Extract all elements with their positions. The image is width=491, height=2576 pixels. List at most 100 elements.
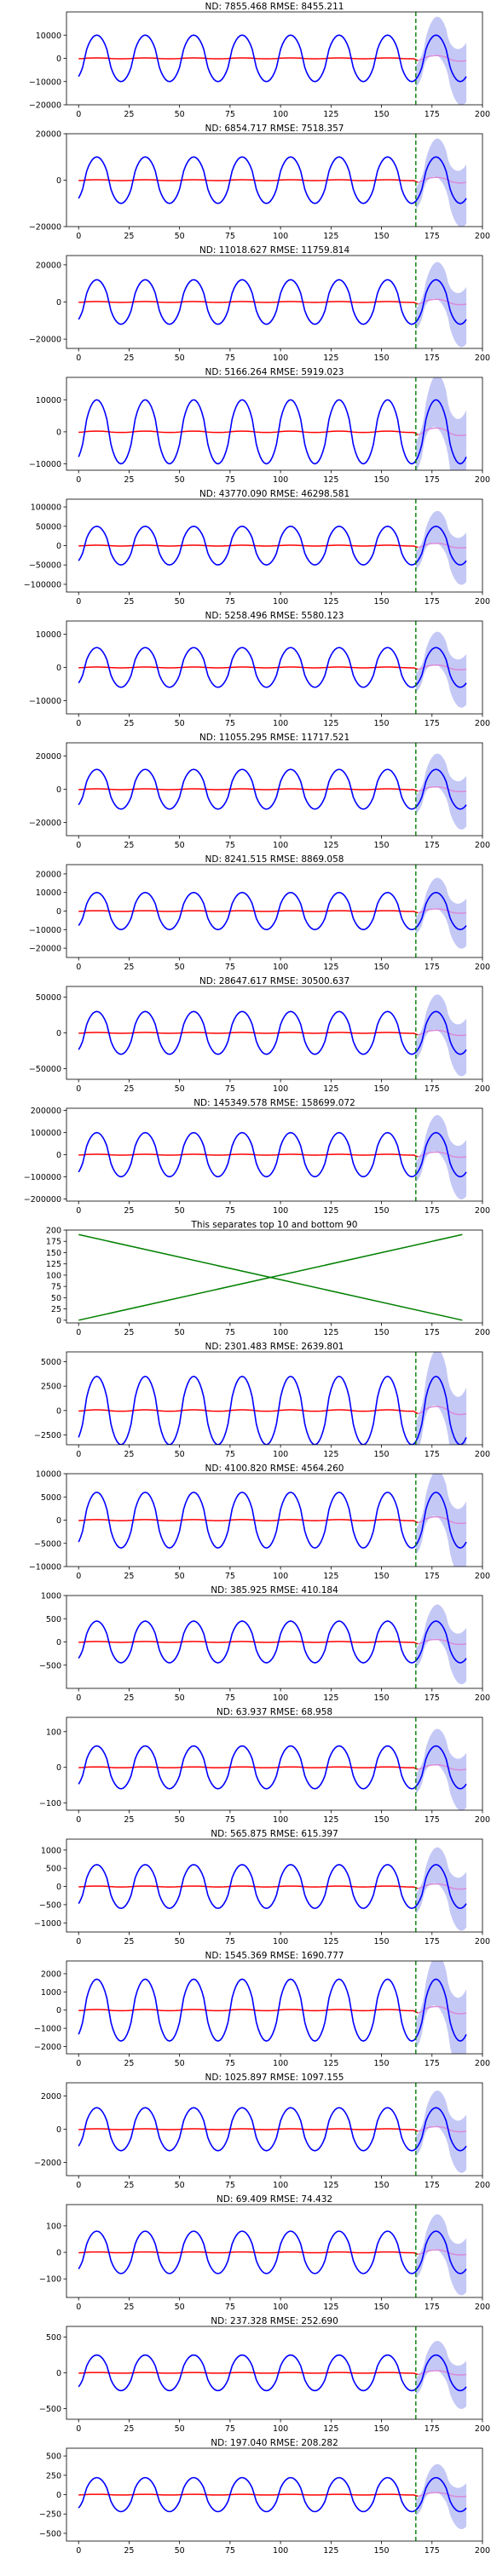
forecast-band <box>415 1114 467 1200</box>
x-tick-label: 125 <box>323 1815 338 1825</box>
y-tick-label: −500 <box>39 1661 61 1670</box>
y-tick-label: 10000 <box>36 630 61 640</box>
median-forecast-line <box>418 1763 467 1771</box>
y-tick-label: 5000 <box>41 1358 61 1367</box>
x-tick-label: 25 <box>124 1937 134 1946</box>
x-tick-label: 200 <box>475 110 490 119</box>
series-line <box>78 1491 467 1550</box>
x-tick-label: 0 <box>76 719 81 728</box>
x-tick-label: 75 <box>225 232 235 241</box>
x-tick-label: 200 <box>475 2546 490 2556</box>
series-line <box>78 1978 467 2042</box>
y-tick-label: 75 <box>51 1283 61 1292</box>
forecast-band <box>415 2464 467 2529</box>
x-tick-label: 150 <box>373 2546 389 2556</box>
median-forecast-line <box>418 1883 467 1890</box>
y-tick-label: 50 <box>51 1294 61 1303</box>
x-tick-label: 100 <box>273 963 288 972</box>
x-tick-label: 150 <box>373 110 389 119</box>
x-tick-label: 50 <box>175 354 185 363</box>
x-tick-label: 75 <box>225 475 235 485</box>
y-tick-label: 500 <box>46 1615 61 1624</box>
y-tick-label: 0 <box>56 298 61 308</box>
median-line <box>78 544 419 549</box>
x-tick-label: 75 <box>225 963 235 972</box>
forecast-band <box>415 262 467 348</box>
x-tick-label: 0 <box>76 475 81 485</box>
median-forecast-line <box>418 543 467 549</box>
y-tick-label: 200 <box>46 1227 61 1236</box>
y-tick-label: 500 <box>46 1865 61 1874</box>
x-tick-label: 0 <box>76 597 81 607</box>
x-tick-label: 125 <box>323 1328 338 1337</box>
x-tick-label: 100 <box>273 2181 288 2190</box>
subplot-title: ND: 63.937 RMSE: 68.958 <box>217 1707 332 1717</box>
median-line <box>78 1885 419 1889</box>
x-tick-label: 175 <box>425 110 440 119</box>
plot-area <box>78 743 467 836</box>
forecast-band <box>415 510 467 585</box>
y-tick-label: −250 <box>39 2510 61 2520</box>
forecast-band <box>415 2090 467 2173</box>
axes-frame <box>66 1229 483 1324</box>
x-tick-label: 0 <box>76 1937 81 1946</box>
series-line <box>78 2354 467 2392</box>
x-tick-label: 150 <box>373 354 389 363</box>
y-tick-label: 250 <box>46 2471 61 2481</box>
x-tick-label: 200 <box>475 841 490 850</box>
x-tick-label: 0 <box>76 841 81 850</box>
y-tick-label: 0 <box>56 1516 61 1526</box>
series-line <box>78 647 467 688</box>
plot-area <box>78 1961 467 2054</box>
median-line <box>78 301 419 305</box>
y-tick-label: 0 <box>56 664 61 673</box>
y-tick-label: −10000 <box>29 926 61 935</box>
axes-frame <box>66 1716 483 1811</box>
series-line <box>78 1620 467 1664</box>
x-tick-label: 100 <box>273 1206 288 1216</box>
x-tick-label: 175 <box>425 1450 440 1459</box>
x-tick-label: 125 <box>323 2303 338 2312</box>
x-tick-label: 125 <box>323 1937 338 1946</box>
x-tick-label: 75 <box>225 1815 235 1825</box>
x-tick-label: 50 <box>175 963 185 972</box>
x-tick-label: 75 <box>225 1206 235 1216</box>
median-forecast-line <box>417 1515 467 1525</box>
y-tick-label: −10000 <box>29 78 61 87</box>
subplot-20: ND: 237.328 RMSE: 252.690 0 25 50 75 100 125 15… <box>39 2316 490 2434</box>
x-tick-label: 75 <box>225 2059 235 2068</box>
median-forecast-line <box>418 786 467 792</box>
x-tick-label: 25 <box>124 2059 134 2068</box>
x-tick-label: 200 <box>475 232 490 241</box>
median-forecast-line <box>418 2492 467 2498</box>
forecast-band <box>415 16 467 105</box>
x-tick-label: 25 <box>124 2181 134 2190</box>
x-tick-label: 200 <box>475 2303 490 2312</box>
y-tick-label: 100000 <box>31 503 61 513</box>
x-tick-label: 150 <box>373 2424 389 2434</box>
y-tick-label: 100000 <box>31 1129 61 1138</box>
y-tick-label: 25 <box>51 1305 61 1314</box>
subplot-title: ND: 69.409 RMSE: 74.432 <box>217 2194 332 2205</box>
x-tick-label: 25 <box>124 2303 134 2312</box>
forecast-band <box>415 877 467 949</box>
x-tick-label: 200 <box>475 597 490 607</box>
forecast-band <box>415 1604 467 1685</box>
x-tick-label: 175 <box>425 2303 440 2312</box>
x-tick-label: 50 <box>175 1815 185 1825</box>
y-tick-label: 100 <box>46 1728 61 1737</box>
series-line <box>78 2107 467 2152</box>
y-tick-label: 150 <box>46 1249 61 1258</box>
plot-area <box>78 1474 467 1567</box>
subplot-title: ND: 6854.717 RMSE: 7518.357 <box>205 124 344 134</box>
x-tick-label: 125 <box>323 597 338 607</box>
x-tick-label: 75 <box>225 719 235 728</box>
y-tick-label: 100 <box>46 1271 61 1280</box>
x-tick-label: 150 <box>373 475 389 485</box>
x-tick-label: 175 <box>425 2181 440 2190</box>
forecast-band <box>415 1728 467 1810</box>
subplot-title: ND: 11055.295 RMSE: 11717.521 <box>199 733 349 743</box>
series-line <box>78 2476 467 2513</box>
x-tick-label: 175 <box>425 963 440 972</box>
x-tick-label: 125 <box>323 963 338 972</box>
